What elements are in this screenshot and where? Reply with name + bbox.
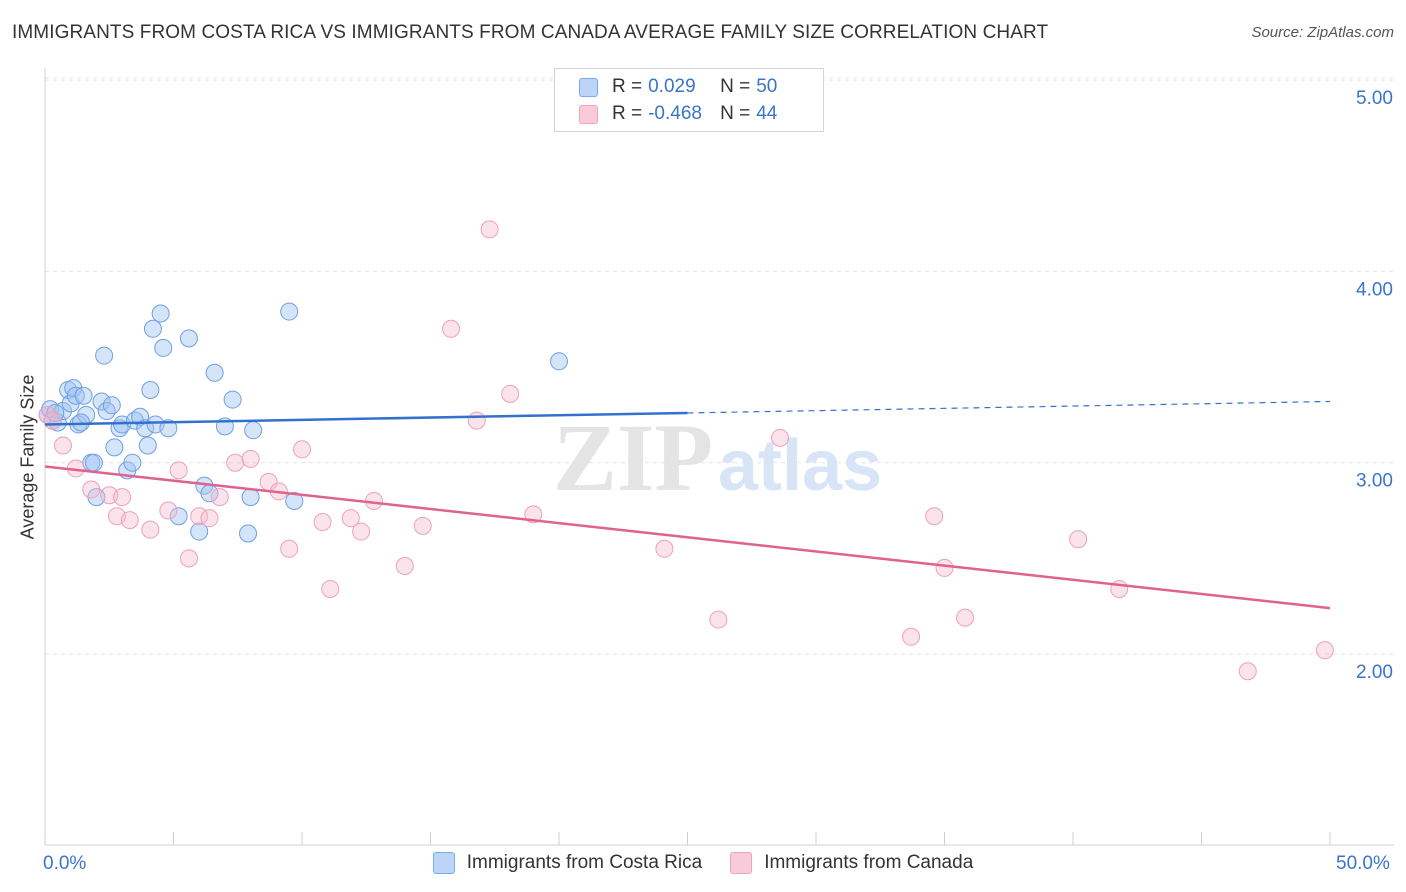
- y-tick-label: 4.00: [1356, 279, 1393, 300]
- point-canada: [709, 610, 728, 629]
- point-canada: [43, 411, 62, 430]
- point-costa-rica: [285, 491, 304, 510]
- point-canada: [169, 461, 188, 480]
- point-costa-rica: [205, 363, 224, 382]
- point-canada: [313, 513, 332, 532]
- point-canada: [120, 511, 139, 530]
- y-tick-label: 2.00: [1356, 662, 1393, 683]
- point-canada: [771, 428, 790, 447]
- point-costa-rica: [92, 392, 111, 411]
- point-canada: [341, 509, 360, 528]
- legend-swatch-costa-rica: [579, 77, 598, 97]
- point-canada: [395, 557, 414, 576]
- point-canada: [82, 480, 101, 499]
- legend-r-label: R =: [612, 76, 643, 97]
- legend-label-costa-rica: Immigrants from Costa Rica: [466, 852, 703, 873]
- point-canada: [442, 319, 461, 338]
- point-costa-rica: [102, 396, 121, 415]
- y-tick-label: 5.00: [1356, 88, 1393, 109]
- point-costa-rica: [66, 386, 85, 405]
- point-costa-rica: [95, 346, 114, 365]
- legend-row-canada: R = -0.468 N = 44: [579, 102, 777, 126]
- point-canada: [113, 488, 132, 507]
- point-costa-rica: [97, 402, 116, 421]
- point-costa-rica: [74, 386, 93, 405]
- point-canada: [480, 220, 499, 239]
- point-costa-rica: [105, 438, 124, 457]
- point-canada: [1069, 530, 1088, 549]
- point-costa-rica: [241, 488, 260, 507]
- point-costa-rica: [550, 352, 568, 371]
- point-canada: [210, 488, 229, 507]
- legend-n-value: 44: [756, 103, 778, 124]
- trendline-costa-rica-projection: [687, 400, 1331, 414]
- point-canada: [902, 627, 921, 646]
- point-canada: [293, 440, 311, 459]
- point-canada: [467, 411, 486, 430]
- point-canada: [956, 608, 975, 627]
- watermark-zip: ZIP: [553, 404, 713, 511]
- point-canada: [53, 436, 72, 455]
- x-tick-label-min: 0.0%: [43, 853, 87, 874]
- trendline-costa-rica: [44, 411, 688, 426]
- point-canada: [413, 516, 432, 535]
- legend-n-value: 50: [756, 76, 778, 97]
- point-canada: [200, 509, 219, 528]
- source-label: Source: ZipAtlas.com: [1251, 24, 1394, 41]
- point-costa-rica: [179, 329, 198, 348]
- legend-swatch-canada: [730, 852, 753, 874]
- legend-label-canada: Immigrants from Canada: [764, 852, 974, 873]
- x-tick-label-max: 50.0%: [1336, 853, 1390, 874]
- point-canada: [1315, 641, 1334, 660]
- legend-r-label: R =: [612, 103, 643, 124]
- point-canada: [141, 520, 160, 539]
- point-canada: [352, 522, 371, 541]
- point-canada: [655, 539, 674, 558]
- point-costa-rica: [223, 390, 242, 409]
- point-costa-rica: [143, 319, 162, 338]
- point-costa-rica: [190, 522, 209, 541]
- legend-swatch-costa-rica: [432, 852, 455, 874]
- point-costa-rica: [84, 453, 103, 472]
- point-canada: [280, 539, 299, 558]
- point-costa-rica: [136, 419, 155, 438]
- series-legend: Immigrants from Costa Rica Immigrants fr…: [0, 852, 1406, 874]
- point-canada: [935, 558, 954, 577]
- point-canada: [241, 449, 260, 468]
- point-canada: [321, 579, 340, 598]
- legend-n-label: N =: [720, 103, 751, 124]
- point-canada: [179, 549, 198, 568]
- watermark-atlas: atlas: [718, 426, 882, 506]
- stats-legend: R = 0.029 N = 50 R = -0.468 N = 44: [554, 68, 824, 132]
- legend-r-value: -0.468: [648, 103, 702, 124]
- point-canada: [925, 507, 944, 526]
- y-tick-label: 3.00: [1356, 471, 1393, 492]
- trendline-canada: [44, 465, 1331, 610]
- point-canada: [1238, 662, 1257, 681]
- legend-r-value: 0.029: [648, 76, 696, 97]
- point-canada: [226, 453, 245, 472]
- legend-swatch-canada: [579, 104, 598, 124]
- legend-row-costa-rica: R = 0.029 N = 50: [579, 75, 777, 99]
- point-costa-rica: [244, 421, 263, 440]
- point-costa-rica: [154, 338, 173, 357]
- point-costa-rica: [169, 507, 188, 526]
- point-costa-rica: [159, 419, 178, 438]
- point-costa-rica: [123, 453, 142, 472]
- point-canada: [159, 501, 178, 520]
- point-costa-rica: [151, 304, 170, 323]
- point-costa-rica: [141, 381, 160, 400]
- point-costa-rica: [131, 407, 150, 426]
- point-costa-rica: [239, 524, 258, 543]
- legend-item-canada: Immigrants from Canada: [730, 852, 973, 874]
- point-canada: [501, 384, 520, 403]
- point-costa-rica: [280, 302, 299, 321]
- point-costa-rica: [138, 436, 157, 455]
- legend-item-costa-rica: Immigrants from Costa Rica: [432, 852, 703, 874]
- chart-title: IMMIGRANTS FROM COSTA RICA VS IMMIGRANTS…: [12, 22, 1049, 43]
- legend-n-label: N =: [720, 76, 751, 97]
